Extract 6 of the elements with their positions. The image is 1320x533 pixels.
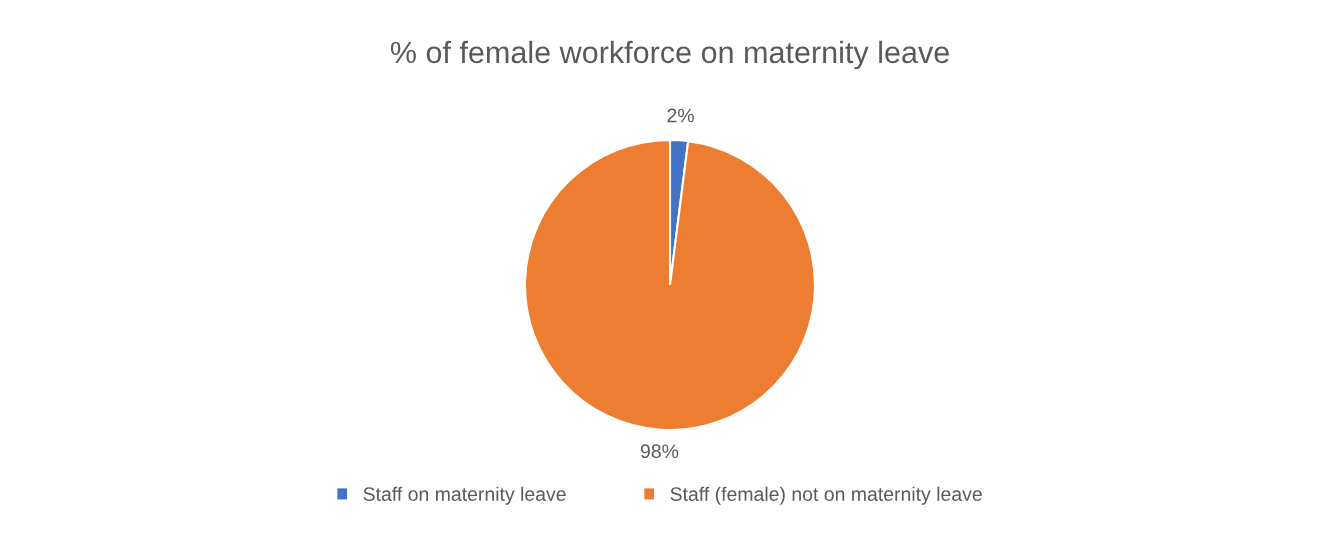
legend-label: Staff on maternity leave xyxy=(363,486,566,505)
legend-label: Staff (female) not on maternity leave xyxy=(670,486,982,505)
chart-title: % of female workforce on maternity leave xyxy=(390,40,949,70)
pie-slice xyxy=(523,138,817,432)
data-label: 2% xyxy=(667,108,694,123)
data-label: 98% xyxy=(640,444,679,459)
